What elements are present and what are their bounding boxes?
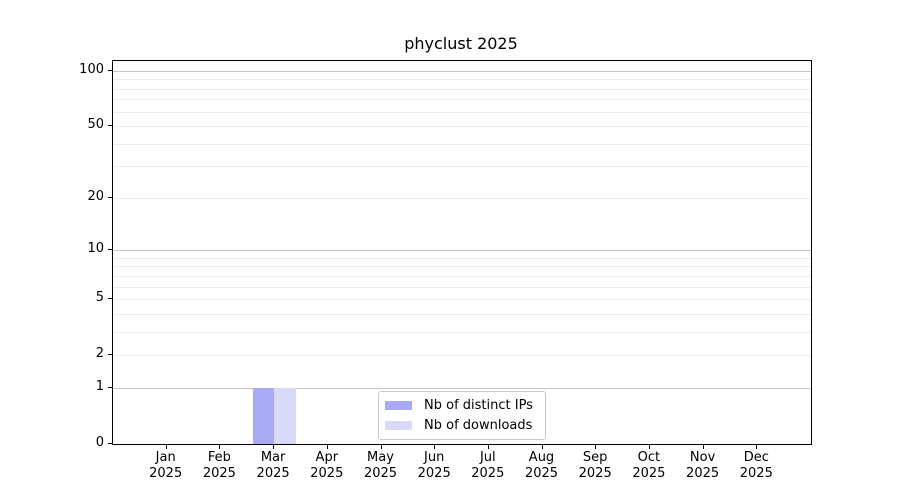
y-tick-label-5: 5 xyxy=(95,290,104,306)
x-tick-label-jul: Jul 2025 xyxy=(458,450,518,482)
gridline-6 xyxy=(113,286,811,288)
x-tick-month: Jan xyxy=(155,450,176,465)
x-tick-year: 2025 xyxy=(256,466,290,481)
chart-title: phyclust 2025 xyxy=(404,34,518,53)
y-tick-label-0: 0 xyxy=(95,435,104,450)
x-tick-mark-dec xyxy=(756,444,758,449)
gridline-40 xyxy=(113,143,811,145)
x-tick-year: 2025 xyxy=(310,466,344,481)
y-tick-mark-50 xyxy=(108,125,113,126)
gridline-60 xyxy=(113,111,811,113)
y-tick-mark-1 xyxy=(108,386,113,388)
legend: Nb of distinct IPs Nb of downloads xyxy=(378,391,546,440)
x-tick-mark-jan xyxy=(165,444,167,449)
x-tick-mark-nov xyxy=(702,444,704,449)
y-tick-mark-100 xyxy=(108,69,113,71)
x-tick-month: Feb xyxy=(207,450,231,465)
x-tick-mark-may xyxy=(380,444,382,449)
x-tick-mark-apr xyxy=(326,444,328,449)
x-tick-month: Sep xyxy=(582,450,608,465)
y-tick-label-20: 20 xyxy=(87,188,104,204)
x-tick-label-may: May 2025 xyxy=(351,450,411,482)
x-tick-year: 2025 xyxy=(739,466,773,481)
gridline-90 xyxy=(113,79,811,81)
gridline-50 xyxy=(113,126,811,127)
bar-mar-distinct-ips xyxy=(252,387,275,444)
legend-label-0: Nb of distinct IPs xyxy=(424,398,533,413)
plot-area xyxy=(112,60,812,445)
y-tick-label-50: 50 xyxy=(87,117,104,132)
x-tick-month: Dec xyxy=(743,450,769,465)
x-tick-label-oct: Oct 2025 xyxy=(619,450,679,482)
x-tick-month: Nov xyxy=(689,450,716,465)
x-tick-month: Jun xyxy=(424,450,445,465)
x-tick-mark-sep xyxy=(595,444,597,449)
gridline-1 xyxy=(113,387,811,389)
x-tick-year: 2025 xyxy=(363,466,398,481)
x-tick-month: Jul xyxy=(479,450,496,465)
y-tick-mark-10 xyxy=(108,249,113,251)
x-tick-year: 2025 xyxy=(524,466,559,481)
x-tick-label-nov: Nov 2025 xyxy=(673,450,733,482)
x-tick-label-aug: Aug 2025 xyxy=(512,450,572,482)
gridline-80 xyxy=(113,88,811,90)
legend-label-1: Nb of downloads xyxy=(424,418,533,433)
x-tick-mark-jun xyxy=(434,444,436,449)
y-tick-label-2: 2 xyxy=(95,346,104,362)
gridline-10 xyxy=(113,250,811,252)
x-tick-month: May xyxy=(367,450,394,465)
legend-entry-1: Nb of downloads xyxy=(385,417,538,434)
x-tick-month: Aug xyxy=(528,450,555,465)
gridline-5 xyxy=(113,299,811,301)
x-tick-label-dec: Dec 2025 xyxy=(726,450,786,482)
x-tick-label-sep: Sep 2025 xyxy=(565,450,625,482)
x-tick-label-mar: Mar 2025 xyxy=(243,450,303,482)
y-tick-mark-0 xyxy=(108,443,113,444)
x-tick-year: 2025 xyxy=(471,466,505,481)
bar-mar-downloads xyxy=(274,387,296,444)
x-tick-year: 2025 xyxy=(202,466,236,481)
legend-swatch-0 xyxy=(385,401,412,410)
y-tick-label-1: 1 xyxy=(95,378,104,394)
y-tick-mark-2 xyxy=(108,354,113,356)
gridline-3 xyxy=(113,331,811,333)
x-tick-label-feb: Feb 2025 xyxy=(189,450,249,482)
y-tick-label-100: 100 xyxy=(79,61,104,77)
x-tick-month: Apr xyxy=(315,450,339,465)
x-tick-mark-oct xyxy=(648,444,650,449)
y-tick-mark-20 xyxy=(108,196,113,198)
gridline-7 xyxy=(113,275,811,277)
x-tick-year: 2025 xyxy=(578,466,612,481)
gridline-20 xyxy=(113,197,811,199)
gridline-4 xyxy=(113,313,811,315)
y-tick-mark-5 xyxy=(108,298,113,300)
legend-swatch-1 xyxy=(385,421,412,430)
legend-entry-0: Nb of distinct IPs xyxy=(385,397,538,414)
x-tick-mark-aug xyxy=(541,444,543,449)
gridline-100 xyxy=(113,70,811,72)
gridline-70 xyxy=(113,99,811,101)
gridline-30 xyxy=(113,166,811,168)
x-tick-year: 2025 xyxy=(417,466,451,481)
gridline-9 xyxy=(113,257,811,259)
x-tick-label-jan: Jan 2025 xyxy=(136,450,196,482)
x-tick-year: 2025 xyxy=(686,466,720,481)
x-tick-mark-feb xyxy=(219,444,221,449)
x-tick-mark-mar xyxy=(273,444,275,449)
x-tick-month: Oct xyxy=(637,450,661,465)
x-tick-label-jun: Jun 2025 xyxy=(404,450,464,482)
x-tick-year: 2025 xyxy=(632,466,666,481)
y-tick-label-10: 10 xyxy=(87,241,104,257)
x-tick-month: Mar xyxy=(260,450,286,465)
x-tick-label-apr: Apr 2025 xyxy=(297,450,357,482)
x-tick-mark-jul xyxy=(487,444,489,449)
x-tick-year: 2025 xyxy=(149,466,183,481)
gridline-8 xyxy=(113,266,811,268)
gridline-2 xyxy=(113,355,811,357)
